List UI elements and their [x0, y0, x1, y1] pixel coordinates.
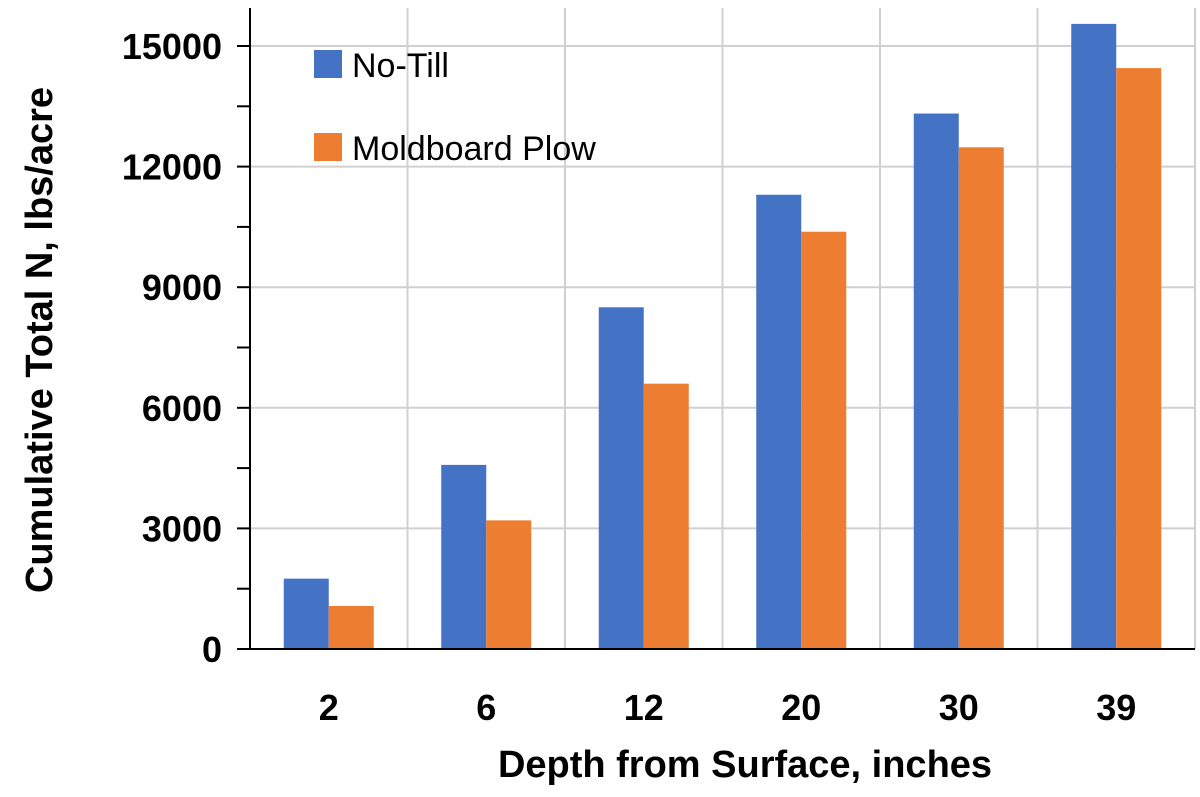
bar-no-till-12 — [598, 307, 644, 649]
y-axis-title: Cumulative Total N, lbs/acre — [19, 87, 61, 593]
gridlines — [250, 8, 1196, 649]
x-tick-label-2: 2 — [319, 687, 339, 728]
bar-moldboard-plow-2 — [328, 605, 374, 649]
x-tick-label-30: 30 — [939, 687, 979, 728]
x-tick-label-39: 39 — [1096, 687, 1136, 728]
x-tick-label-20: 20 — [781, 687, 821, 728]
legend-swatch-no-till — [314, 50, 342, 78]
bar-no-till-39 — [1071, 23, 1117, 649]
y-tick-label-0: 0 — [202, 629, 222, 670]
bar-no-till-20 — [756, 194, 802, 650]
y-tick-label-9000: 9000 — [142, 267, 222, 308]
bar-moldboard-plow-12 — [643, 383, 689, 649]
bar-moldboard-plow-30 — [958, 147, 1004, 649]
y-tick-label-12000: 12000 — [122, 147, 222, 188]
y-tick-label-3000: 3000 — [142, 508, 222, 549]
legend-label-moldboard-plow: Moldboard Plow — [352, 130, 596, 168]
bars — [283, 23, 1162, 650]
legend-label-no-till: No-Till — [352, 47, 449, 85]
bar-moldboard-plow-6 — [486, 520, 532, 649]
bar-no-till-30 — [913, 113, 959, 649]
x-axis-title: Depth from Surface, inches — [498, 744, 992, 786]
legend: No-Till Moldboard Plow — [314, 47, 596, 168]
bar-moldboard-plow-20 — [801, 231, 847, 649]
y-tick-label-6000: 6000 — [142, 388, 222, 429]
y-tick-labels: 0 3000 6000 9000 12000 15000 — [122, 26, 222, 670]
y-tick-label-15000: 15000 — [122, 26, 222, 67]
axes — [237, 8, 1195, 650]
bar-no-till-6 — [441, 464, 487, 649]
x-tick-labels: 2 6 12 20 30 39 — [319, 687, 1137, 728]
bar-moldboard-plow-39 — [1116, 68, 1162, 650]
legend-swatch-moldboard-plow — [314, 133, 342, 161]
x-tick-label-6: 6 — [476, 687, 496, 728]
x-tick-label-12: 12 — [624, 687, 664, 728]
bar-no-till-2 — [283, 578, 329, 649]
